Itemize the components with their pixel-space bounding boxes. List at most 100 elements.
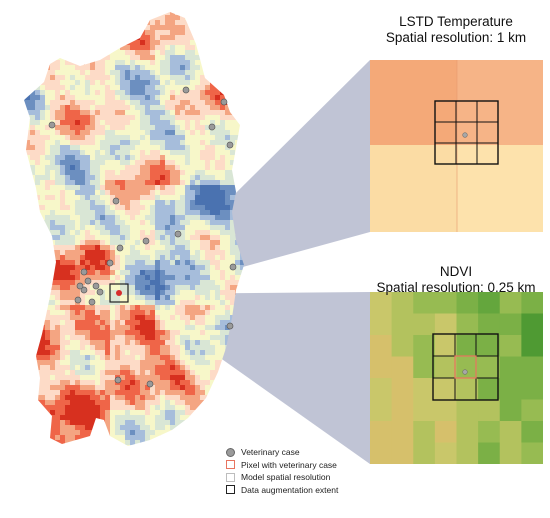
raster-cell [145,315,150,320]
raster-cell [135,250,140,255]
raster-cell [215,385,220,390]
raster-cell [135,155,140,160]
raster-cell [220,220,225,225]
raster-cell [105,215,110,220]
raster-cell [215,365,220,370]
raster-cell [55,120,60,125]
raster-cell [210,30,215,35]
raster-cell [245,135,250,140]
raster-cell [240,40,244,45]
raster-cell [235,280,240,285]
raster-cell [80,115,85,120]
raster-cell [220,175,225,180]
veterinary-case-marker [76,282,84,290]
raster-cell [210,430,215,435]
raster-cell [160,380,165,385]
raster-cell [190,285,195,290]
raster-cell [165,390,170,395]
raster-cell [155,55,160,60]
raster-cell [60,320,65,325]
raster-cell [215,330,220,335]
raster-cell [110,365,115,370]
raster-cell [200,365,205,370]
raster-cell [165,165,170,170]
raster-cell [175,360,180,365]
raster-cell [170,270,175,275]
raster-cell [215,410,220,415]
raster-cell [25,310,30,315]
raster-cell [150,240,155,245]
raster-cell [135,410,140,415]
raster-cell [120,225,125,230]
raster-cell [70,250,75,255]
raster-cell [35,265,40,270]
raster-cell [220,110,225,115]
raster-cell [210,105,215,110]
raster-cell [50,340,55,345]
raster-cell [190,290,195,295]
raster-cell [85,260,90,265]
raster-cell [230,115,235,120]
raster-cell [40,165,45,170]
raster-cell [70,70,75,75]
raster-cell [105,50,110,55]
raster-cell [125,105,130,110]
raster-cell [40,245,45,250]
raster-cell [75,15,80,20]
raster-cell [200,140,205,145]
raster-cell [205,195,210,200]
raster-cell [70,240,75,245]
raster-cell [160,90,165,95]
raster-cell [30,145,35,150]
raster-cell [85,335,90,340]
raster-cell [85,45,90,50]
raster-cell [185,360,190,365]
raster-cell [170,305,175,310]
raster-cell [235,25,240,30]
raster-cell [165,150,170,155]
raster-cell [205,155,210,160]
raster-cell [135,440,140,445]
raster-cell [175,285,180,290]
raster-cell [185,12,190,15]
raster-cell [140,145,145,150]
raster-cell [170,385,175,390]
raster-cell [185,410,190,415]
raster-cell [105,70,110,75]
raster-cell [150,60,155,65]
raster-cell [85,145,90,150]
raster-cell [205,340,210,345]
raster-cell [60,65,65,70]
raster-cell [220,240,225,245]
raster-cell [185,330,190,335]
raster-cell [70,350,75,355]
raster-cell [130,125,135,130]
raster-cell [50,275,55,280]
raster-cell [95,65,100,70]
raster-cell [45,430,50,435]
raster-cell [225,45,230,50]
raster-cell [24,190,25,195]
raster-cell [210,180,215,185]
raster-cell [160,435,165,440]
raster-cell [245,425,250,430]
raster-cell [160,350,165,355]
ndvi-pixel [478,313,501,336]
raster-cell [150,100,155,105]
raster-cell [35,180,40,185]
raster-cell [90,155,95,160]
raster-cell [130,290,135,295]
raster-cell [200,60,205,65]
raster-cell [200,280,205,285]
raster-cell [24,100,25,105]
ndvi-pixel [478,292,501,314]
raster-cell [145,350,150,355]
raster-cell [155,280,160,285]
raster-cell [60,45,65,50]
raster-cell [100,30,105,35]
raster-cell [135,350,140,355]
raster-cell [24,260,25,265]
raster-cell [110,40,115,45]
raster-cell [120,190,125,195]
raster-cell [215,405,220,410]
